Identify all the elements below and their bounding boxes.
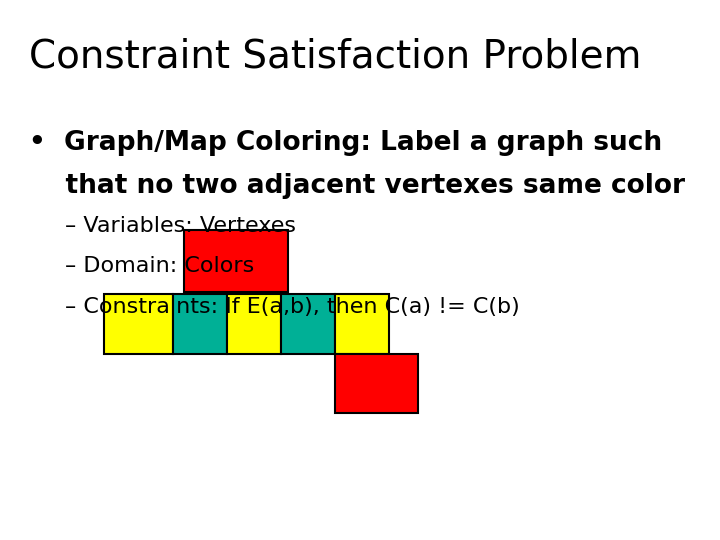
Text: – Variables: Vertexes: – Variables: Vertexes	[65, 216, 296, 236]
Bar	[104, 294, 173, 354]
Text: Constraint Satisfaction Problem: Constraint Satisfaction Problem	[29, 38, 642, 76]
Text: – Constraints: If E(a,b), then C(a) != C(b): – Constraints: If E(a,b), then C(a) != C…	[65, 297, 520, 317]
Bar	[281, 294, 335, 354]
Bar	[335, 294, 389, 354]
Text: •  Graph/Map Coloring: Label a graph such: • Graph/Map Coloring: Label a graph such	[29, 130, 662, 156]
Text: that no two adjacent vertexes same color: that no two adjacent vertexes same color	[29, 173, 685, 199]
Bar	[173, 294, 227, 354]
Bar	[335, 354, 418, 413]
Bar	[227, 294, 281, 354]
Text: – Domain: Colors: – Domain: Colors	[65, 256, 254, 276]
Bar	[184, 230, 288, 292]
